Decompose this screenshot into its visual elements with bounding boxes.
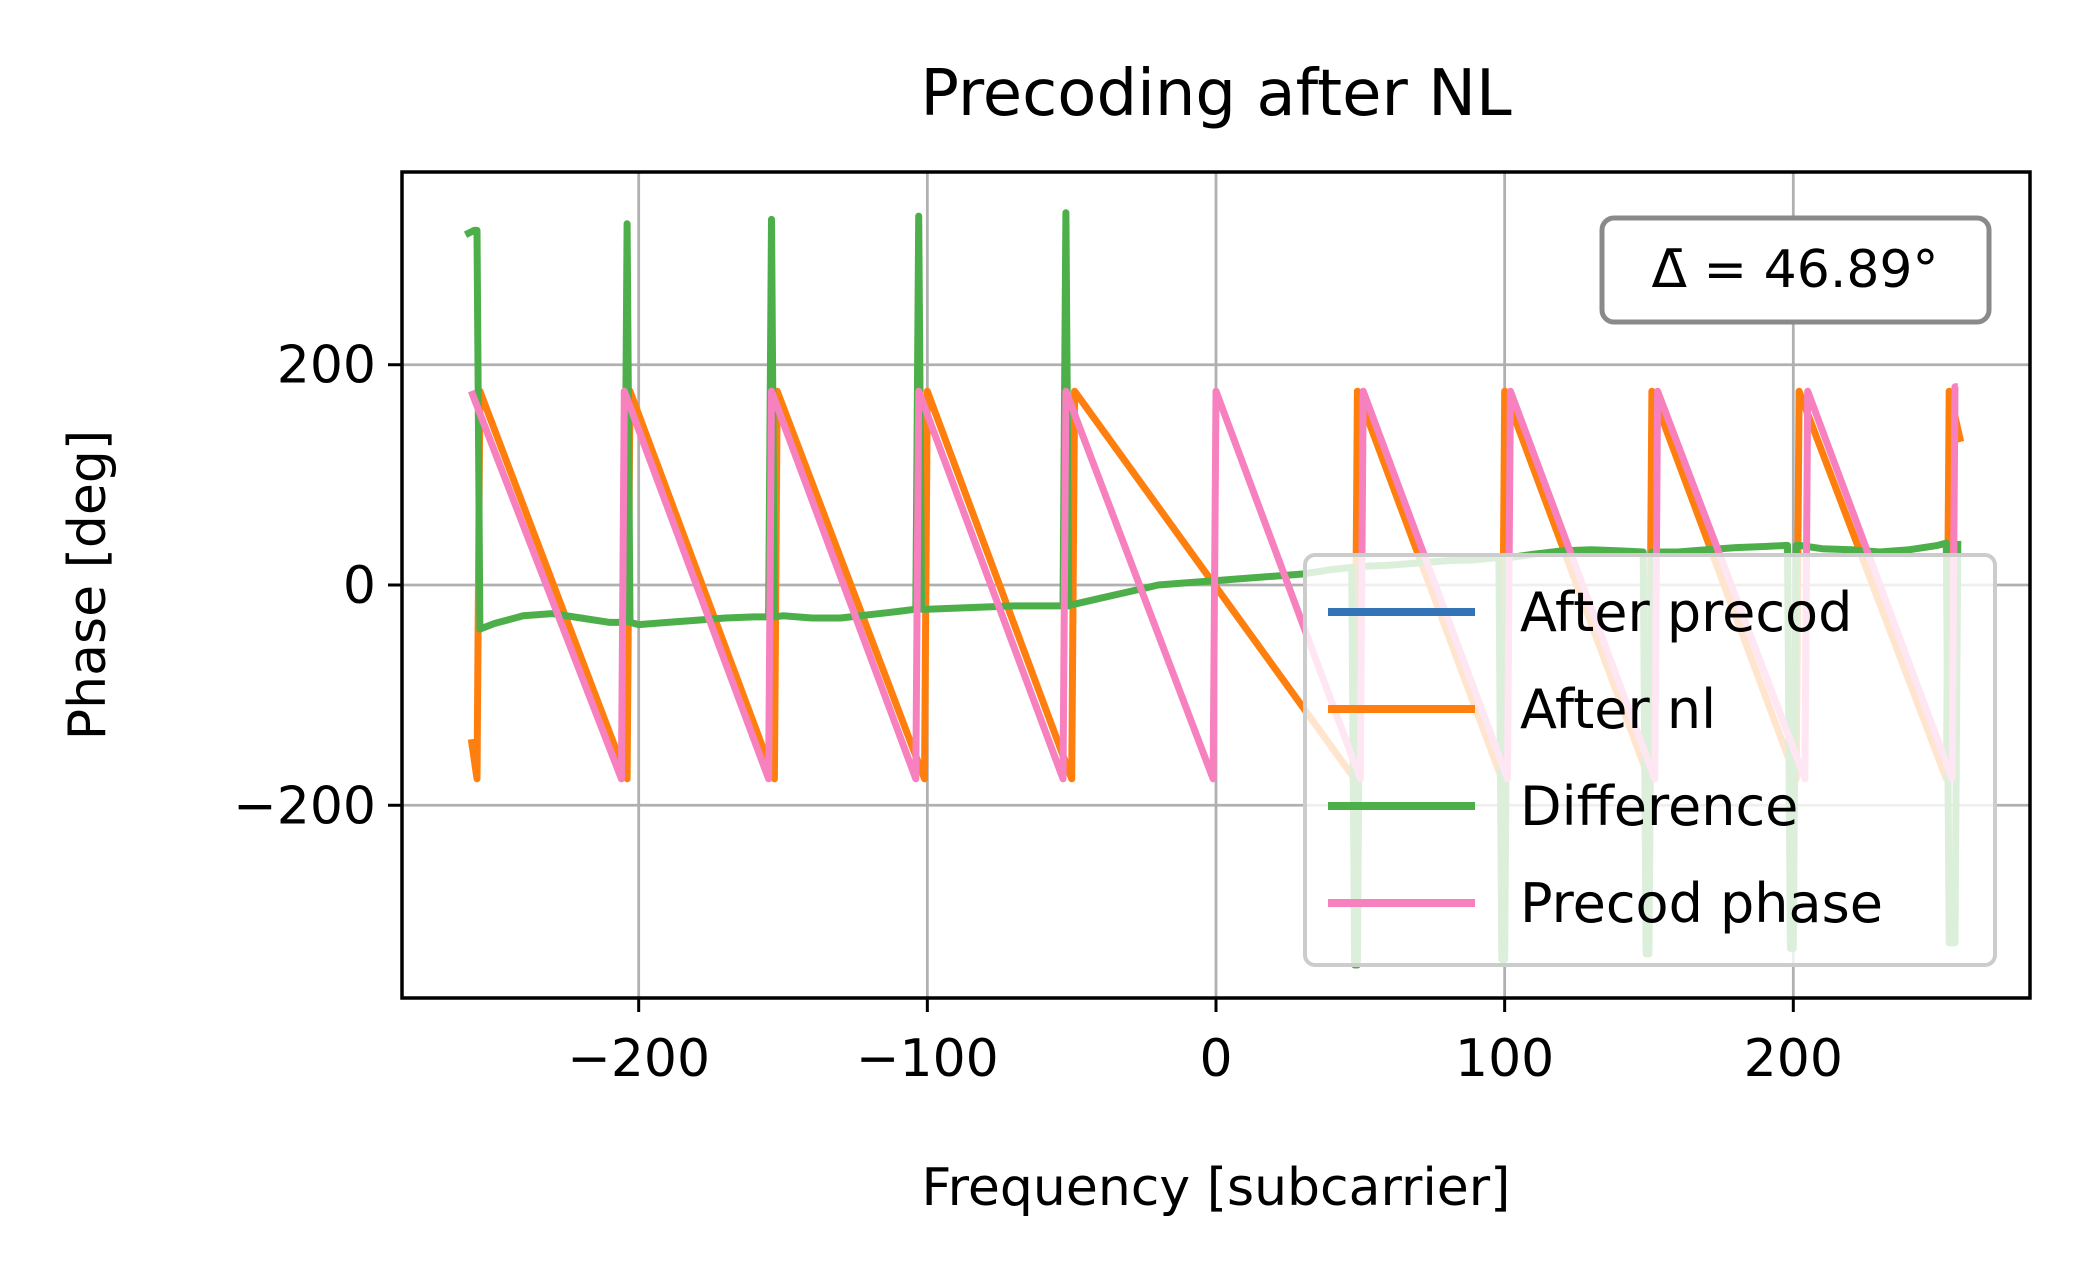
legend-label: Precod phase: [1520, 872, 1883, 935]
annotation-frame: [1599, 215, 1992, 325]
legend-label: Difference: [1520, 775, 1798, 838]
x-tick-label: 100: [1455, 1029, 1554, 1089]
chart-title: Precoding after NL: [920, 57, 1512, 131]
y-tick-label: 0: [343, 556, 376, 616]
y-tick-label: −200: [233, 776, 376, 836]
annotation-text: Δ̄ = 46.89°: [1651, 240, 1938, 300]
x-axis-label: Frequency [subcarrier]: [922, 1158, 1511, 1218]
x-tick-label: −100: [856, 1029, 999, 1089]
legend-label: After precod: [1520, 581, 1852, 644]
y-tick-label: 200: [277, 336, 376, 396]
x-tick-label: 0: [1199, 1029, 1232, 1089]
legend-frame: [1303, 553, 1997, 967]
mean-delta-annotation: Δ̄ = 46.89°: [1599, 215, 1992, 325]
axis-ticks: −200 −100 0 100 200 −200 0 200: [233, 336, 1843, 1089]
legend: After precod After nl Difference Precod pha…: [1303, 553, 1997, 967]
legend-label: After nl: [1520, 678, 1716, 741]
y-axis-label: Phase [deg]: [58, 430, 118, 740]
x-tick-label: −200: [567, 1029, 710, 1089]
x-tick-label: 200: [1744, 1029, 1843, 1089]
